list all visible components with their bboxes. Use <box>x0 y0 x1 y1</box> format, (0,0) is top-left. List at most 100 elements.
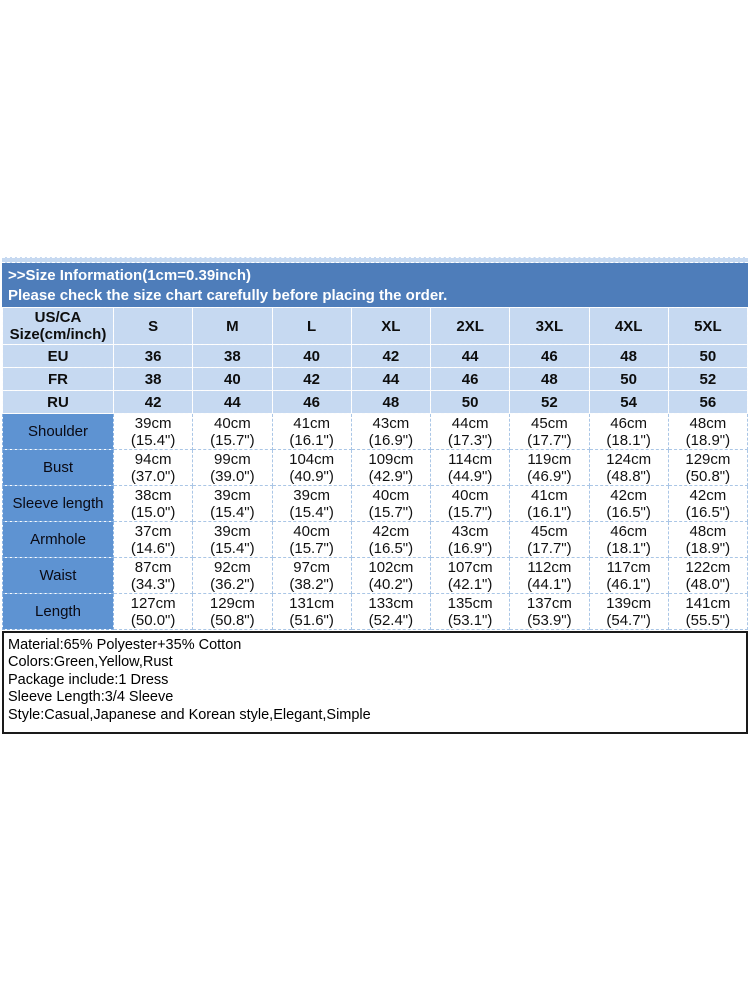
measurement-inch-value: (16.1") <box>527 503 572 521</box>
product-info-colors: Colors:Green,Yellow,Rust <box>8 654 173 671</box>
size-info-sheet: >>Size Information(1cm=0.39inch) Please … <box>2 257 749 735</box>
region-size-value: 52 <box>667 367 749 391</box>
measurement-value-cell: 41cm (16.1") <box>509 485 590 522</box>
measurement-cm-value: 45cm <box>531 522 568 540</box>
region-size-value: 52 <box>509 390 590 414</box>
measurement-value-cell: 38cm (15.0") <box>112 485 194 522</box>
measurement-inch-value: (52.4") <box>368 611 414 629</box>
measurement-value-cell: 48cm (18.9") <box>667 413 749 450</box>
measurement-value-cell: 45cm (17.7") <box>509 521 590 558</box>
region-size-value: 46 <box>429 367 511 391</box>
measurement-cm-value: 139cm <box>606 594 652 612</box>
region-size-value: 56 <box>667 390 749 414</box>
region-size-row: FR 38 40 42 44 46 48 50 52 <box>2 367 749 391</box>
size-column-header: M <box>192 307 273 345</box>
measurement-cm-value: 107cm <box>447 558 493 576</box>
measurement-inch-value: (15.7") <box>447 503 493 521</box>
measurement-cm-value: 42cm <box>689 486 727 504</box>
measurement-row: Armhole 37cm (14.6") 39cm (15.4") 40cm (15.7")… <box>2 521 749 558</box>
measurement-cm-value: 129cm <box>685 450 731 468</box>
measurement-cm-value: 87cm <box>134 558 172 576</box>
size-column-header: 4XL <box>588 307 669 345</box>
measurement-value-cell: 40cm (15.7") <box>429 485 511 522</box>
measurement-inch-value: (46.9") <box>527 467 572 485</box>
measurement-value-cell: 104cm (40.9") <box>271 449 352 486</box>
measurement-inch-value: (46.1") <box>606 575 651 593</box>
measurement-inch-value: (36.2") <box>210 575 255 593</box>
measurement-value-cell: 46cm (18.1") <box>588 413 669 450</box>
measurement-value-cell: 129cm (50.8") <box>667 449 749 486</box>
product-info-style: Style:Casual,Japanese and Korean style,E… <box>8 706 371 723</box>
measurement-cm-value: 46cm <box>610 522 647 540</box>
measurement-value-cell: 124cm (48.8") <box>588 449 669 486</box>
region-size-value: 54 <box>588 390 669 414</box>
banner-subtitle: Please check the size chart carefully be… <box>8 287 448 304</box>
measurement-cm-value: 43cm <box>372 414 410 432</box>
region-size-value: 46 <box>271 390 352 414</box>
measurement-value-cell: 39cm (15.4") <box>192 485 273 522</box>
measurement-cm-value: 109cm <box>368 450 414 468</box>
region-size-value: 42 <box>271 367 352 391</box>
banner-title: >>Size Information(1cm=0.39inch) <box>8 267 251 284</box>
measurement-inch-value: (48.0") <box>685 575 731 593</box>
measurement-cm-value: 127cm <box>130 594 176 612</box>
region-row-label: RU <box>2 390 114 414</box>
measurement-value-cell: 107cm (42.1") <box>429 557 511 594</box>
measurement-inch-value: (17.3") <box>447 431 493 449</box>
measurement-value-cell: 94cm (37.0") <box>112 449 194 486</box>
measurement-cm-value: 97cm <box>293 558 330 576</box>
measurement-row: Shoulder 39cm (15.4") 40cm (15.7") 41cm (16.1"… <box>2 413 749 450</box>
measurement-cm-value: 104cm <box>289 450 335 468</box>
measurement-cm-value: 124cm <box>606 450 652 468</box>
measurement-inch-value: (50.8") <box>685 467 731 485</box>
product-info-material: Material:65% Polyester+35% Cotton <box>8 637 242 653</box>
measurement-cm-value: 40cm <box>372 486 410 504</box>
table-corner-header: US/CA Size(cm/inch) <box>2 307 114 345</box>
measurement-value-cell: 109cm (42.9") <box>350 449 432 486</box>
sheet-top-strip <box>2 257 748 263</box>
region-size-value: 44 <box>192 390 273 414</box>
measurement-cm-value: 117cm <box>606 558 651 576</box>
measurement-value-cell: 39cm (15.4") <box>112 413 194 450</box>
measurement-row-label: Length <box>2 593 114 630</box>
measurement-inch-value: (16.9") <box>447 539 493 557</box>
measurement-inch-value: (40.9") <box>289 467 334 485</box>
measurement-value-cell: 44cm (17.3") <box>429 413 511 450</box>
measurement-cm-value: 39cm <box>214 486 251 504</box>
measurement-value-cell: 127cm (50.0") <box>112 593 194 630</box>
measurement-inch-value: (16.9") <box>368 431 414 449</box>
measurement-inch-value: (15.4") <box>289 503 334 521</box>
size-info-banner: >>Size Information(1cm=0.39inch) Please … <box>2 263 748 307</box>
measurement-inch-value: (18.1") <box>606 431 651 449</box>
measurement-inch-value: (18.9") <box>685 431 731 449</box>
region-size-value: 40 <box>271 344 352 368</box>
measurement-cm-value: 94cm <box>134 450 172 468</box>
measurement-cm-value: 41cm <box>531 486 568 504</box>
measurement-value-cell: 122cm (48.0") <box>667 557 749 594</box>
measurement-cm-value: 46cm <box>610 414 647 432</box>
size-column-header: 3XL <box>509 307 590 345</box>
measurement-inch-value: (17.7") <box>527 431 572 449</box>
measurement-cm-value: 99cm <box>214 450 251 468</box>
measurement-cm-value: 40cm <box>214 414 251 432</box>
region-row-label: FR <box>2 367 114 391</box>
measurement-value-cell: 45cm (17.7") <box>509 413 590 450</box>
measurement-value-cell: 46cm (18.1") <box>588 521 669 558</box>
region-size-value: 38 <box>192 344 273 368</box>
measurement-row-label: Sleeve length <box>2 485 114 522</box>
measurement-cm-value: 114cm <box>448 450 493 468</box>
measurement-value-cell: 39cm (15.4") <box>192 521 273 558</box>
size-column-header: S <box>112 307 194 345</box>
measurement-value-cell: 99cm (39.0") <box>192 449 273 486</box>
region-size-value: 46 <box>509 344 590 368</box>
product-info-sleeve-length: Sleeve Length:3/4 Sleeve <box>8 689 174 706</box>
measurement-inch-value: (50.8") <box>210 611 255 629</box>
measurement-cm-value: 38cm <box>134 486 172 504</box>
measurement-cm-value: 102cm <box>368 558 414 576</box>
measurement-value-cell: 40cm (15.7") <box>350 485 432 522</box>
region-size-row: RU 42 44 46 48 50 52 54 56 <box>2 390 749 414</box>
measurement-cm-value: 42cm <box>610 486 647 504</box>
measurement-value-cell: 135cm (53.1") <box>429 593 511 630</box>
measurement-cm-value: 92cm <box>214 558 251 576</box>
measurement-value-cell: 114cm (44.9") <box>429 449 511 486</box>
